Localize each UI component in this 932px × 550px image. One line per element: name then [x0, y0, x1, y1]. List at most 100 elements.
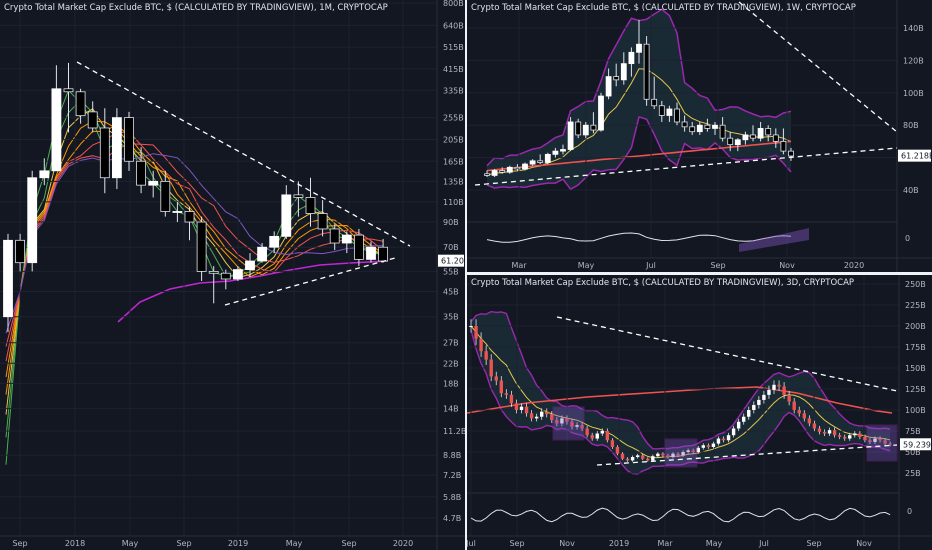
three-day-candle — [630, 457, 635, 461]
vertical-divider[interactable] — [465, 0, 467, 550]
x-tick-label: May — [122, 539, 139, 548]
price-label-box — [898, 149, 931, 162]
three-day-candle — [686, 450, 690, 452]
weekly-candle — [681, 121, 688, 128]
three-day-candle — [807, 418, 812, 424]
descending-trendline — [556, 316, 898, 392]
three-day-candle — [832, 430, 837, 436]
weekly-candle — [727, 137, 734, 146]
horizontal-divider[interactable] — [467, 272, 932, 275]
weekly-chart-panel[interactable]: 140B120B100B80B60B40BMarMayJulSepNov2020… — [467, 0, 932, 272]
moving-average-line — [5, 108, 384, 415]
monthly-candle — [87, 111, 98, 129]
price-label: 61.207B — [441, 257, 465, 266]
x-tick-label: Sep — [12, 539, 27, 548]
x-tick-label: Nov — [779, 261, 795, 270]
y-tick-label: 225B — [905, 301, 926, 310]
three-day-candle — [696, 447, 700, 452]
monthly-candle — [39, 170, 50, 179]
three-day-candle — [504, 393, 509, 395]
three-day-chart-panel[interactable]: 250B 225B 200B 175B 150B 125B 100B 75B 50B 25B Jul… — [467, 275, 932, 550]
three-day-candle — [509, 394, 514, 404]
three-day-candle — [484, 351, 488, 360]
three-day-candle — [827, 430, 832, 434]
three-day-candle — [605, 431, 610, 441]
three-day-candle — [550, 414, 554, 421]
y-tick-label: 75B — [905, 427, 921, 436]
x-tick-label: Nov — [856, 539, 872, 548]
three-day-candle — [762, 394, 766, 400]
weekly-candle — [537, 160, 544, 163]
three-day-candle — [676, 453, 680, 456]
three-day-candle — [752, 404, 756, 410]
three-day-candle — [671, 453, 675, 458]
monthly-candle — [136, 160, 147, 186]
three-day-chart[interactable]: 250B 225B 200B 175B 150B 125B 100B 75B 50B 25B Jul… — [467, 275, 932, 550]
bollinger-band-fill — [487, 9, 791, 190]
weekly-candle — [765, 128, 772, 136]
y-tick-label: 25B — [905, 469, 921, 478]
weekly-candle — [620, 63, 627, 81]
weekly-candle — [643, 43, 650, 100]
bollinger-lower — [470, 330, 891, 475]
monthly-chart-panel[interactable]: 800B 640B 515B 415B 335B 255B 205B 165B 135B 110B… — [0, 0, 465, 550]
three-day-candle — [600, 431, 604, 434]
y-tick-label: 50B — [905, 448, 921, 457]
weekly-candle — [582, 124, 589, 136]
weekly-candle — [522, 163, 528, 170]
three-day-candle — [666, 455, 670, 458]
y-tick-label: 140B — [903, 24, 924, 33]
three-day-candle — [726, 435, 731, 441]
weekly-candle — [613, 76, 620, 81]
x-tick-label: 2020 — [393, 539, 413, 548]
three-day-candle — [529, 413, 534, 419]
three-day-candle — [822, 431, 827, 434]
x-tick-label: Sep — [710, 261, 725, 270]
weekly-candle — [780, 140, 787, 152]
y-tick-label: 175B — [905, 343, 926, 352]
y-tick-label: 120B — [903, 56, 924, 65]
three-day-candle — [585, 428, 589, 436]
monthly-candle — [317, 213, 328, 230]
monthly-chart[interactable]: 800B 640B 515B 415B 335B 255B 205B 165B 135B 110B… — [0, 0, 465, 550]
three-day-candle — [797, 410, 801, 414]
weekly-candle — [651, 98, 658, 107]
x-tick-label: May — [286, 539, 303, 548]
x-tick-label: May — [706, 539, 723, 548]
three-day-candle — [863, 436, 867, 441]
y-tick-label: 335B — [443, 86, 464, 95]
three-day-candle — [742, 416, 746, 422]
bollinger-basis — [470, 325, 891, 459]
three-day-candle — [555, 420, 559, 424]
three-day-candle — [782, 386, 786, 395]
moving-average-line — [5, 153, 384, 334]
weekly-candle — [696, 124, 703, 133]
weekly-candle — [712, 124, 718, 129]
y-tick-label: 70B — [443, 243, 459, 252]
three-day-candle — [767, 389, 771, 395]
three-day-candle — [736, 421, 741, 429]
three-day-candle — [873, 438, 877, 442]
x-tick-label: Sep — [806, 539, 821, 548]
monthly-candle — [378, 246, 389, 262]
x-tick-label: Nov — [559, 539, 575, 548]
three-day-candle — [747, 410, 751, 417]
monthly-candle — [196, 221, 207, 272]
three-day-candle — [757, 399, 761, 405]
monthly-candle — [184, 211, 195, 223]
three-day-candle — [837, 435, 842, 437]
monthly-chart-title: Crypto Total Market Cap Exclude BTC, $ (… — [4, 3, 388, 13]
price-label: 61.218B — [901, 152, 932, 161]
price-label-box — [438, 254, 464, 267]
x-tick-label: Sep — [341, 539, 356, 548]
ascending-trendline — [224, 257, 396, 306]
three-day-candle — [560, 418, 564, 424]
weekly-candle — [734, 139, 741, 146]
consolidation-box — [664, 438, 698, 468]
weekly-chart[interactable]: 140B120B100B80B60B40BMarMayJulSepNov2020… — [467, 0, 932, 272]
y-tick-label: 80B — [903, 121, 919, 130]
monthly-candle — [329, 228, 340, 244]
y-tick-label: 5.8B — [443, 493, 461, 502]
monthly-candle — [27, 177, 38, 264]
three-day-candle — [469, 326, 473, 327]
